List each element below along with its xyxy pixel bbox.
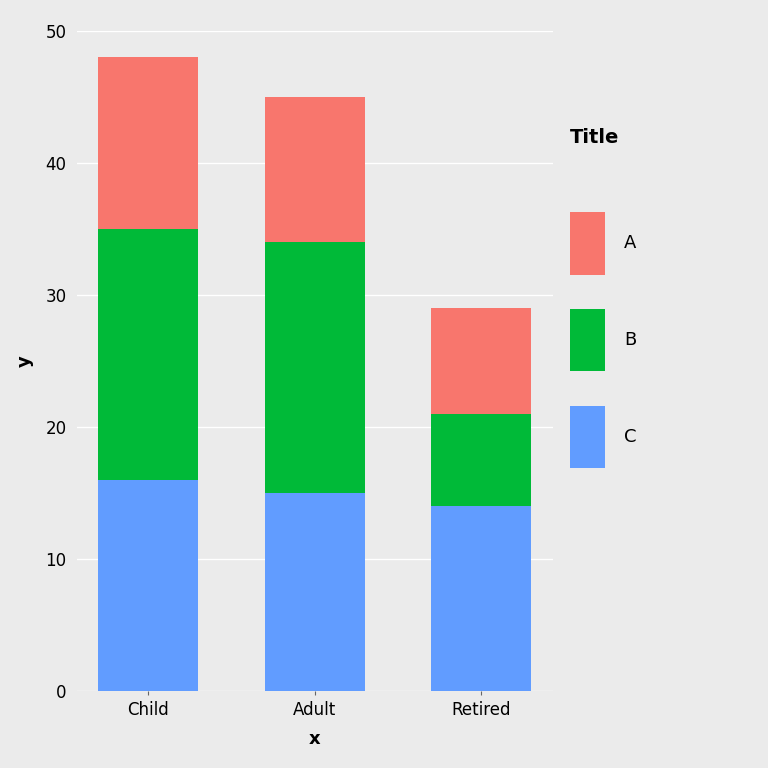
Bar [98,229,198,480]
Bar [432,414,531,506]
X-axis label: x: x [309,730,321,748]
Y-axis label: y: y [16,355,34,367]
Text: A: A [624,234,637,253]
FancyBboxPatch shape [570,212,604,274]
FancyBboxPatch shape [570,310,604,372]
Text: Title: Title [570,127,620,147]
Bar [265,242,365,493]
FancyBboxPatch shape [570,406,604,468]
Text: C: C [624,428,637,446]
Bar [432,308,531,414]
Bar [265,97,365,242]
Text: B: B [624,331,636,349]
Bar [432,506,531,691]
Bar [265,493,365,691]
Bar [98,57,198,229]
Bar [98,480,198,691]
